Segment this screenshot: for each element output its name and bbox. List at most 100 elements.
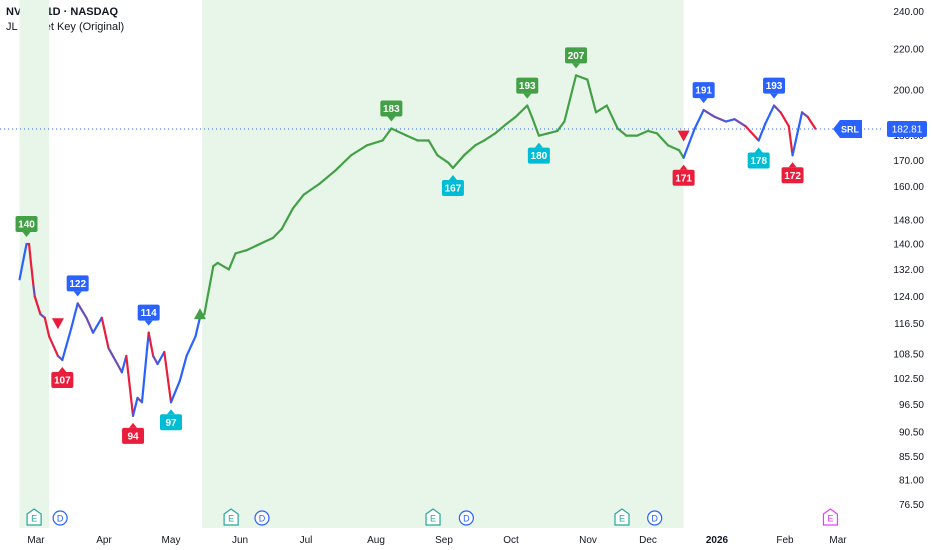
price-line-segment (791, 111, 804, 157)
price-line-segment (779, 111, 790, 128)
event-earnings-icon[interactable]: E (26, 508, 42, 526)
price-point (157, 363, 159, 365)
price-point (186, 355, 188, 357)
price-point (595, 111, 597, 113)
price-point (792, 154, 794, 156)
price-point (303, 194, 305, 196)
price-point (108, 347, 110, 349)
price-point (246, 249, 248, 251)
price-line-segment (91, 316, 103, 334)
price-point (334, 170, 336, 172)
price-point (30, 262, 32, 264)
event-earnings-upcoming-icon[interactable]: E (822, 508, 839, 526)
y-tick-label: 108.50 (893, 349, 924, 360)
buy-signal-marker (193, 308, 206, 320)
price-point (163, 351, 165, 353)
y-tick-label: 170.00 (893, 156, 924, 167)
price-line-segment (505, 115, 517, 125)
price-line-segment (271, 227, 283, 240)
price-point (259, 243, 261, 245)
event-earnings-icon[interactable]: E (425, 508, 441, 526)
price-point (494, 132, 496, 134)
price-point (575, 74, 577, 76)
event-earnings-icon[interactable]: E (614, 508, 630, 526)
event-badge (254, 510, 270, 526)
pivot-box (516, 77, 539, 94)
price-point (437, 154, 439, 156)
price-point (557, 130, 559, 132)
price-point (647, 130, 649, 132)
pivot-value: 191 (695, 86, 712, 97)
y-tick-label: 148.00 (893, 216, 924, 227)
price-line-segment (27, 242, 33, 265)
pivot-box (672, 169, 695, 186)
price-point (77, 302, 79, 304)
price-line-segment (32, 284, 36, 298)
price-point (606, 105, 608, 107)
price-point (417, 140, 419, 142)
pivot-pointer (699, 98, 708, 104)
event-badge (425, 508, 441, 526)
price-point (714, 116, 716, 118)
price-point (137, 397, 139, 399)
price-point (382, 140, 384, 142)
pivot-pointer (534, 142, 543, 148)
y-tick-label: 124.00 (893, 292, 924, 303)
price-point (788, 125, 790, 127)
pivot-label-low: 97 (160, 409, 182, 431)
price-point (19, 278, 21, 280)
pivot-value: 193 (766, 81, 783, 92)
event-letter: D (259, 514, 266, 524)
price-line-segment (556, 120, 566, 132)
price-point (390, 128, 392, 130)
price-line-segment (245, 242, 261, 252)
price-line-segment (318, 169, 337, 185)
pivot-pointer (58, 366, 67, 372)
price-point (807, 116, 809, 118)
y-tick-label: 240.00 (893, 7, 924, 18)
price-point (179, 380, 181, 382)
y-tick-label: 220.00 (893, 45, 924, 56)
price-line-segment (713, 115, 727, 123)
event-dividend-icon[interactable]: D (458, 510, 474, 526)
pivot-pointer (73, 291, 82, 297)
x-tick-label: 2026 (706, 535, 729, 546)
price-point (70, 328, 72, 330)
pivot-box (122, 427, 145, 444)
price-line-segment (152, 354, 159, 366)
price-line-segment (447, 161, 455, 170)
price-line-segment (547, 129, 559, 135)
price-point (132, 415, 134, 417)
event-dividend-icon[interactable]: D (52, 510, 68, 526)
event-badge (614, 508, 630, 526)
price-line-segment (655, 132, 670, 147)
price-line-segment (757, 122, 767, 142)
price-line-segment (302, 182, 321, 196)
pivot-label-high: 193 (516, 77, 539, 99)
price-point (57, 355, 59, 357)
event-badge (26, 508, 42, 526)
price-line-segment (483, 132, 497, 142)
x-tick-label: Dec (639, 535, 657, 546)
price-line-segment (744, 125, 760, 142)
event-badge (458, 510, 474, 526)
y-tick-label: 200.00 (893, 86, 924, 97)
pivot-label-high: 140 (15, 216, 38, 238)
event-dividend-icon[interactable]: D (647, 510, 663, 526)
price-point (617, 128, 619, 130)
price-line-segment (764, 104, 776, 125)
price-line-segment (390, 127, 408, 137)
event-dividend-icon[interactable]: D (254, 510, 270, 526)
pivot-pointer (572, 63, 581, 69)
price-point (734, 118, 736, 120)
event-earnings-icon[interactable]: E (223, 508, 239, 526)
price-line-segment (678, 149, 685, 159)
price-point (366, 144, 368, 146)
event-letter: D (651, 514, 658, 524)
price-point (547, 132, 549, 134)
pivot-box (692, 82, 715, 99)
y-tick-label: 160.00 (893, 182, 924, 193)
x-tick-label: Nov (579, 535, 597, 546)
